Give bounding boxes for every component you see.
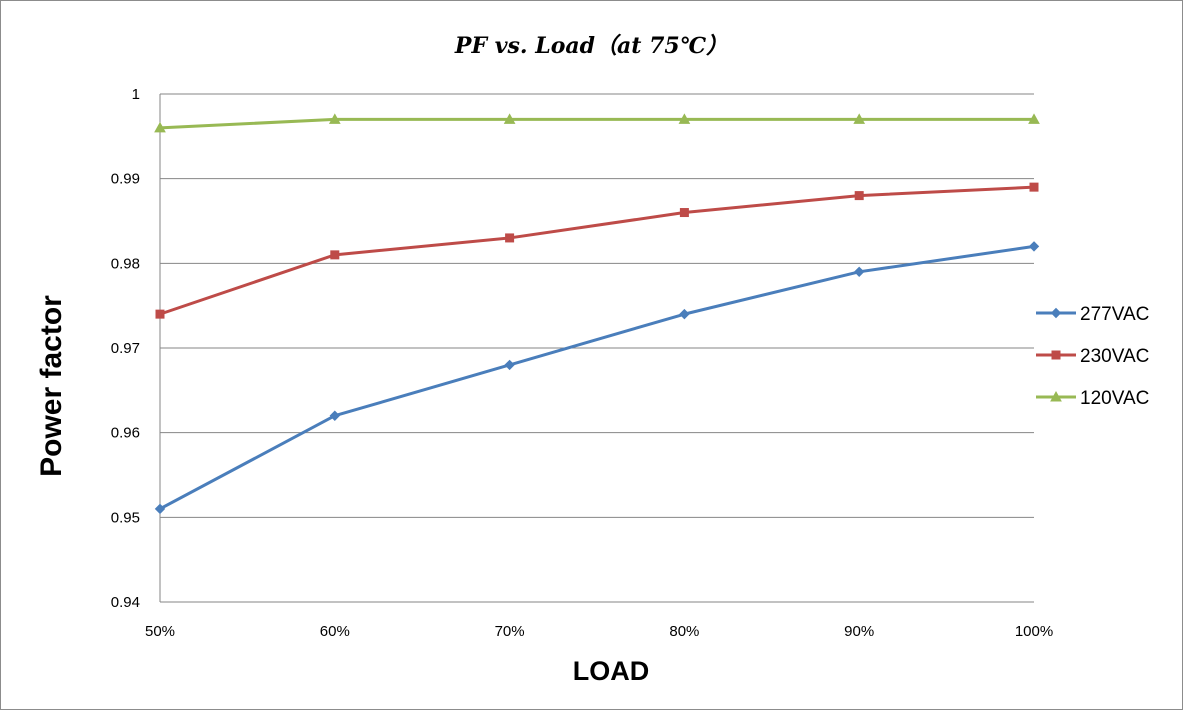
- data-point: [853, 113, 866, 124]
- data-point: [1029, 182, 1039, 192]
- data-point: [853, 266, 865, 278]
- x-axis-label: LOAD: [572, 656, 650, 686]
- y-tick-label: 1: [132, 86, 140, 103]
- chart-title: PF vs. Load（at 75℃）: [454, 33, 729, 59]
- x-tick-label: 70%: [495, 623, 525, 640]
- y-tick-label: 0.97: [111, 340, 140, 357]
- data-point: [154, 121, 166, 133]
- y-tick-label: 0.95: [111, 509, 140, 526]
- x-tick-label: 90%: [844, 623, 874, 640]
- series-line-277VAC: [159, 244, 1035, 511]
- data-point: [503, 113, 516, 124]
- data-point: [854, 191, 864, 201]
- data-point: [329, 410, 341, 421]
- legend-label: 230VAC: [1080, 346, 1149, 367]
- data-point: [330, 250, 340, 260]
- data-point: [155, 309, 165, 319]
- data-point: [504, 359, 515, 371]
- series-line-120VAC: [159, 117, 1034, 130]
- legend-marker: [1050, 307, 1062, 319]
- data-point: [678, 113, 691, 124]
- data-point: [328, 113, 341, 124]
- series-line-230VAC: [159, 185, 1035, 316]
- legend-marker: [1050, 390, 1062, 402]
- data-point: [505, 233, 515, 243]
- legend-label: 277VAC: [1080, 304, 1149, 325]
- x-tick-label: 50%: [145, 623, 175, 640]
- y-tick-label: 0.98: [111, 255, 140, 272]
- x-tick-label: 60%: [320, 623, 350, 640]
- data-point: [679, 208, 689, 218]
- y-tick-label: 0.99: [111, 171, 140, 188]
- y-tick-label: 0.96: [111, 425, 140, 442]
- x-tick-label: 100%: [1015, 623, 1053, 640]
- data-point: [154, 503, 166, 515]
- y-tick-label: 0.94: [111, 594, 140, 611]
- data-point: [1028, 113, 1040, 124]
- data-point: [1028, 241, 1040, 252]
- legend-label: 120VAC: [1080, 388, 1149, 409]
- x-tick-label: 80%: [669, 623, 699, 640]
- data-point: [679, 308, 690, 320]
- legend-marker: [1051, 350, 1061, 360]
